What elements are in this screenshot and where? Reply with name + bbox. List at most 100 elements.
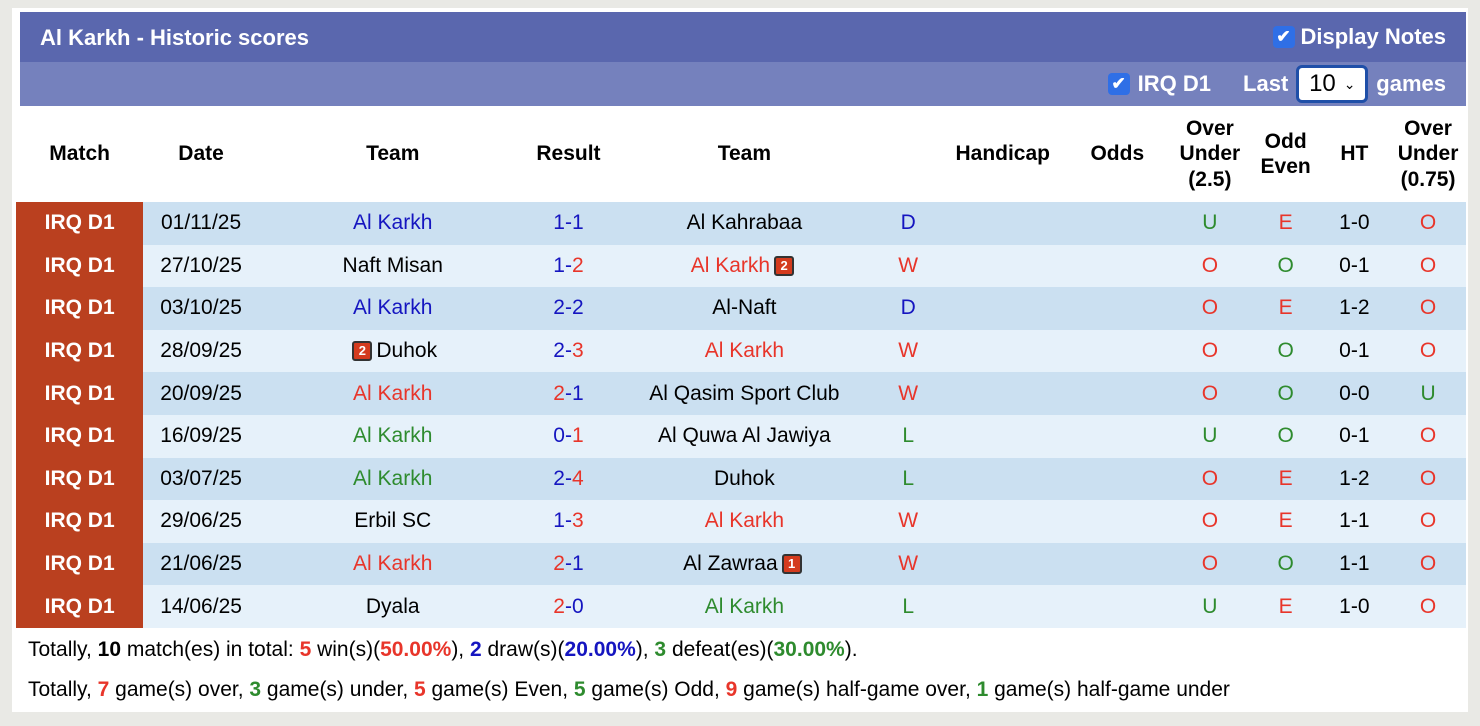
card-icon: 1 xyxy=(781,554,802,575)
table-row[interactable]: IRQ D1 03/10/25 Al Karkh 2-2 Al-Naft D O E 1-2 O xyxy=(16,287,1466,330)
home-team-name[interactable]: Dyala xyxy=(365,594,420,618)
table-row[interactable]: IRQ D1 01/11/25 Al Karkh 1-1 Al Kahrabaa D U E 1… xyxy=(16,202,1466,245)
odd-even: E xyxy=(1252,585,1319,628)
away-team-name[interactable]: Al Karkh xyxy=(690,253,771,277)
odds xyxy=(1067,542,1168,586)
table-row[interactable]: IRQ D1 29/06/25 Erbil SC 1-3 Al Karkh W O E 1-1 O xyxy=(16,500,1466,543)
summary-text: 2 xyxy=(469,638,482,661)
match-league: IRQ D1 xyxy=(16,500,144,543)
table-row[interactable]: IRQ D1 03/07/25 Al Karkh 2-4 Duhok L O E 1-2 O xyxy=(16,457,1466,501)
result-wdl: W xyxy=(878,372,938,415)
result-wdl: W xyxy=(878,244,938,288)
odds xyxy=(1067,585,1168,628)
summary-text: game(s) half-game over, xyxy=(737,678,977,701)
table-row[interactable]: IRQ D1 27/10/25 Naft Misan 1-2 Al Karkh 2 W O O 0… xyxy=(16,244,1466,288)
home-team-name[interactable]: Al Karkh xyxy=(353,552,433,576)
match-league: IRQ D1 xyxy=(16,457,144,501)
home-team-name[interactable]: Duhok xyxy=(376,339,438,363)
column-header: Over Under (0.75) xyxy=(1397,117,1459,191)
match-result: 2-1 xyxy=(526,372,611,415)
match-date: 20/09/25 xyxy=(143,372,259,415)
match-league: IRQ D1 xyxy=(16,202,144,245)
match-result: 2-1 xyxy=(526,542,611,586)
match-date: 03/10/25 xyxy=(143,287,259,330)
over-under-0-75: O xyxy=(1390,244,1466,288)
table-row[interactable]: IRQ D1 21/06/25 Al Karkh 2-1 Al Zawraa 1 W O O 1-… xyxy=(16,542,1466,586)
away-team-name[interactable]: Al-Naft xyxy=(712,296,777,320)
handicap xyxy=(937,372,1068,415)
away-team: Al-Naft xyxy=(610,287,879,330)
away-score: 1 xyxy=(571,211,584,235)
display-notes-checkbox[interactable]: ✔ xyxy=(1272,26,1295,48)
over-under-2-5: U xyxy=(1167,585,1253,628)
summary-text: Totally, xyxy=(28,678,98,701)
half-time-score: 1-2 xyxy=(1318,457,1391,501)
historic-scores-panel: Al Karkh - Historic scores ✔ Display Not… xyxy=(12,8,1468,712)
home-team: Naft Misan xyxy=(258,244,527,288)
summary-text: game(s) over, xyxy=(109,678,250,701)
column-header: Odds xyxy=(1090,142,1145,166)
odd-even: E xyxy=(1252,287,1319,330)
chevron-down-icon: ⌄ xyxy=(1343,75,1356,92)
odds xyxy=(1067,457,1168,501)
games-count-select[interactable]: 10 ⌄ xyxy=(1296,65,1369,103)
away-team-name[interactable]: Al Karkh xyxy=(704,594,785,618)
league-filter-label: IRQ D1 xyxy=(1137,71,1212,96)
match-date: 27/10/25 xyxy=(143,244,259,288)
over-under-2-5: O xyxy=(1167,500,1253,543)
home-team-name[interactable]: Al Karkh xyxy=(353,296,433,320)
away-team-name[interactable]: Duhok xyxy=(714,466,775,490)
over-under-0-75: O xyxy=(1390,542,1466,586)
result-wdl: D xyxy=(878,287,938,330)
odds xyxy=(1067,244,1168,288)
home-team-name[interactable]: Erbil SC xyxy=(354,509,432,533)
column-header: Match xyxy=(49,142,110,166)
home-team: Al Karkh xyxy=(258,542,527,586)
odd-even: E xyxy=(1252,500,1319,543)
away-team-name[interactable]: Al Karkh xyxy=(704,509,785,533)
display-notes-toggle[interactable]: ✔ Display Notes xyxy=(1272,24,1446,50)
home-team-name[interactable]: Al Karkh xyxy=(353,381,433,405)
result-wdl: W xyxy=(878,329,938,373)
over-under-0-75: U xyxy=(1390,372,1466,415)
home-team-name[interactable]: Al Karkh xyxy=(353,466,433,490)
match-league: IRQ D1 xyxy=(16,329,144,373)
home-team: Al Karkh xyxy=(258,372,527,415)
table-row[interactable]: IRQ D1 16/09/25 Al Karkh 0-1 Al Quwa Al Jawi… xyxy=(16,414,1466,458)
away-team: Al Karkh 2 xyxy=(610,244,879,288)
match-result: 2-2 xyxy=(526,287,611,330)
summary-text: Totally, xyxy=(28,638,98,661)
home-team: Dyala xyxy=(258,585,527,628)
result-wdl: L xyxy=(878,585,938,628)
handicap xyxy=(937,457,1068,501)
summary-text: 50.00% xyxy=(380,638,452,661)
away-team-name[interactable]: Al Kahrabaa xyxy=(686,211,803,235)
half-time-score: 0-1 xyxy=(1318,414,1391,458)
match-league: IRQ D1 xyxy=(16,542,144,586)
away-team-name[interactable]: Al Karkh xyxy=(704,339,785,363)
home-team-name[interactable]: Al Karkh xyxy=(353,424,433,448)
match-date: 16/09/25 xyxy=(143,414,259,458)
league-filter-checkbox[interactable]: ✔ xyxy=(1107,73,1130,95)
match-result: 2-3 xyxy=(526,329,611,373)
away-team-name[interactable]: Al Zawraa xyxy=(683,552,778,576)
away-team-name[interactable]: Al Quwa Al Jawiya xyxy=(658,424,831,448)
table-row[interactable]: IRQ D1 28/09/25 2 Duhok 2-3 Al Karkh W O O 0-1 O xyxy=(16,329,1466,373)
away-score: 2 xyxy=(571,296,584,320)
over-under-2-5: U xyxy=(1167,414,1253,458)
home-team-name[interactable]: Naft Misan xyxy=(342,253,443,277)
match-league: IRQ D1 xyxy=(16,585,144,628)
score-separator: - xyxy=(564,296,572,320)
odd-even: O xyxy=(1252,542,1319,586)
score-separator: - xyxy=(564,253,572,277)
over-under-0-75: O xyxy=(1390,500,1466,543)
column-header: Odd Even xyxy=(1260,129,1311,178)
away-team-name[interactable]: Al Qasim Sport Club xyxy=(649,381,840,405)
column-header: Result xyxy=(536,142,601,166)
match-date: 14/06/25 xyxy=(143,585,259,628)
table-row[interactable]: IRQ D1 14/06/25 Dyala 2-0 Al Karkh L U E 1-0 O xyxy=(16,585,1466,628)
home-score: 2 xyxy=(553,466,565,490)
home-team-name[interactable]: Al Karkh xyxy=(353,211,433,235)
column-header: HT xyxy=(1340,142,1369,166)
table-row[interactable]: IRQ D1 20/09/25 Al Karkh 2-1 Al Qasim Sport … xyxy=(16,372,1466,415)
